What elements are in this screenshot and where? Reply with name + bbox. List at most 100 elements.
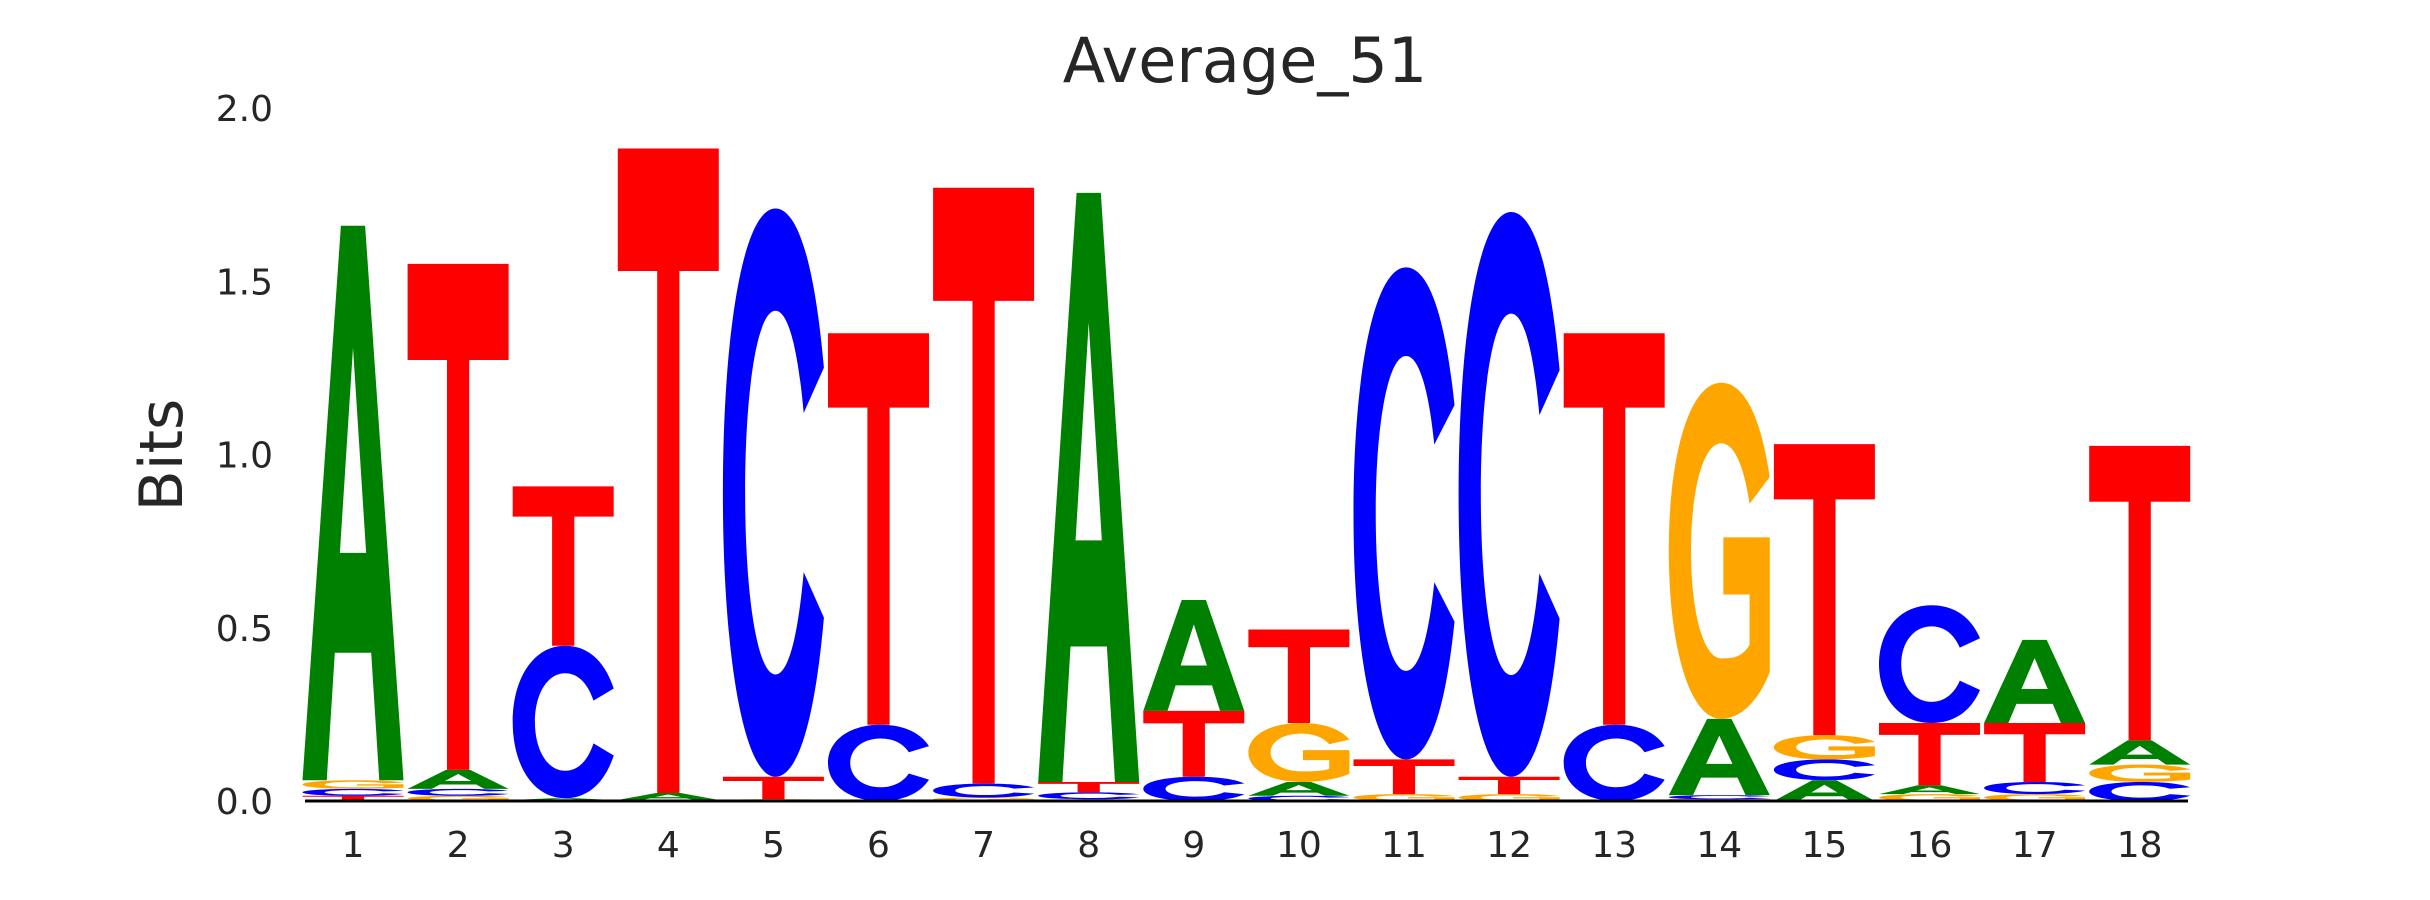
position-4-stack	[617, 148, 719, 801]
letter-C	[722, 208, 824, 777]
position-1-stack	[302, 225, 404, 801]
letter-stacks	[302, 148, 2191, 801]
letter-G	[1668, 382, 1770, 719]
x-tick-label: 8	[1077, 825, 1100, 866]
x-tick-label: 9	[1182, 825, 1205, 866]
position-18-stack	[2089, 445, 2191, 801]
letter-C	[1668, 795, 1770, 800]
letter-T	[2089, 445, 2191, 741]
x-tick-label: 11	[1381, 825, 1427, 866]
position-10-stack	[1248, 629, 1350, 801]
letter-C	[1984, 781, 2086, 795]
letter-C	[1563, 724, 1665, 801]
x-tick-label: 5	[762, 825, 785, 866]
letter-A	[1984, 639, 2086, 724]
letter-C	[2089, 781, 2191, 801]
x-tick-label: 7	[972, 825, 995, 866]
position-14-stack	[1668, 382, 1770, 801]
letter-T	[722, 776, 824, 800]
letter-G	[1879, 794, 1980, 801]
letter-C	[1038, 792, 1140, 800]
y-axis-ticks: 0.0 0.5 1.0 1.5 2.0	[216, 89, 273, 823]
x-tick-label: 10	[1276, 825, 1322, 866]
x-tick-label: 12	[1486, 825, 1532, 866]
position-5-stack	[722, 208, 824, 801]
position-2-stack	[407, 263, 509, 801]
letter-T	[1458, 776, 1560, 795]
letter-T	[1879, 723, 1980, 786]
y-tick-label: 0.0	[216, 782, 273, 823]
y-axis-label: Bits	[127, 399, 197, 512]
letter-G	[1353, 794, 1455, 801]
letter-T	[1353, 759, 1455, 795]
letter-G	[1458, 794, 1560, 801]
letter-T	[617, 148, 719, 794]
x-tick-label: 15	[1801, 825, 1847, 866]
x-tick-label: 3	[552, 825, 575, 866]
letter-C	[302, 788, 404, 796]
x-tick-label: 1	[342, 825, 365, 866]
letter-G	[1984, 794, 2086, 801]
letter-C	[933, 783, 1035, 798]
letter-T	[407, 263, 509, 770]
letter-A	[1248, 781, 1350, 796]
position-6-stack	[828, 333, 929, 801]
letter-A	[1668, 718, 1770, 796]
letter-G	[1248, 723, 1350, 782]
letter-A	[1773, 780, 1875, 801]
y-tick-label: 0.5	[216, 609, 273, 650]
letter-T	[1248, 629, 1350, 724]
letter-A	[407, 769, 509, 789]
letter-T	[1773, 444, 1875, 736]
x-tick-label: 17	[2012, 825, 2058, 866]
letter-C	[512, 645, 614, 799]
letter-A	[2089, 740, 2191, 765]
position-9-stack	[1143, 600, 1245, 801]
letter-T	[933, 187, 1035, 784]
y-tick-label: 2.0	[216, 89, 273, 130]
x-tick-label: 16	[1907, 825, 1953, 866]
letter-C	[1143, 776, 1245, 801]
letter-G	[302, 780, 404, 789]
letter-T	[1143, 710, 1245, 777]
position-13-stack	[1563, 333, 1665, 801]
letter-A	[1879, 785, 1980, 795]
letter-A	[617, 793, 719, 800]
letter-C	[1458, 211, 1560, 777]
letter-A	[1038, 192, 1140, 782]
x-tick-label: 2	[447, 825, 470, 866]
letter-C	[407, 788, 509, 796]
x-tick-label: 14	[1696, 825, 1742, 866]
x-axis-ticks: 1 2 3 4 5 6 7 8 9 10 11 12 13 14 15 16 17 18	[342, 825, 2163, 866]
letter-A	[302, 225, 404, 781]
position-11-stack	[1353, 267, 1455, 801]
letter-T	[1984, 723, 2086, 782]
letter-C	[1353, 267, 1455, 760]
letter-T	[828, 333, 929, 725]
x-tick-label: 13	[1591, 825, 1637, 866]
y-tick-label: 1.0	[216, 436, 273, 477]
x-tick-label: 4	[657, 825, 680, 866]
x-tick-label: 18	[2117, 825, 2163, 866]
letter-C	[1879, 605, 1980, 724]
letter-C	[1773, 759, 1875, 781]
letter-T	[512, 486, 614, 646]
x-tick-label: 6	[867, 825, 890, 866]
position-8-stack	[1038, 192, 1140, 801]
letter-G	[1773, 735, 1875, 760]
letter-T	[302, 795, 404, 801]
letter-A	[1143, 600, 1245, 711]
position-3-stack	[512, 486, 614, 801]
position-7-stack	[933, 187, 1035, 801]
letter-T	[1563, 333, 1665, 725]
letter-T	[1038, 781, 1140, 793]
position-16-stack	[1879, 605, 1980, 801]
y-tick-label: 1.5	[216, 262, 273, 303]
letter-C	[828, 724, 929, 801]
chart-title: Average_51	[1063, 24, 1428, 97]
position-12-stack	[1458, 211, 1560, 801]
position-17-stack	[1984, 639, 2086, 801]
letter-G	[2089, 764, 2191, 782]
position-15-stack	[1773, 444, 1875, 801]
